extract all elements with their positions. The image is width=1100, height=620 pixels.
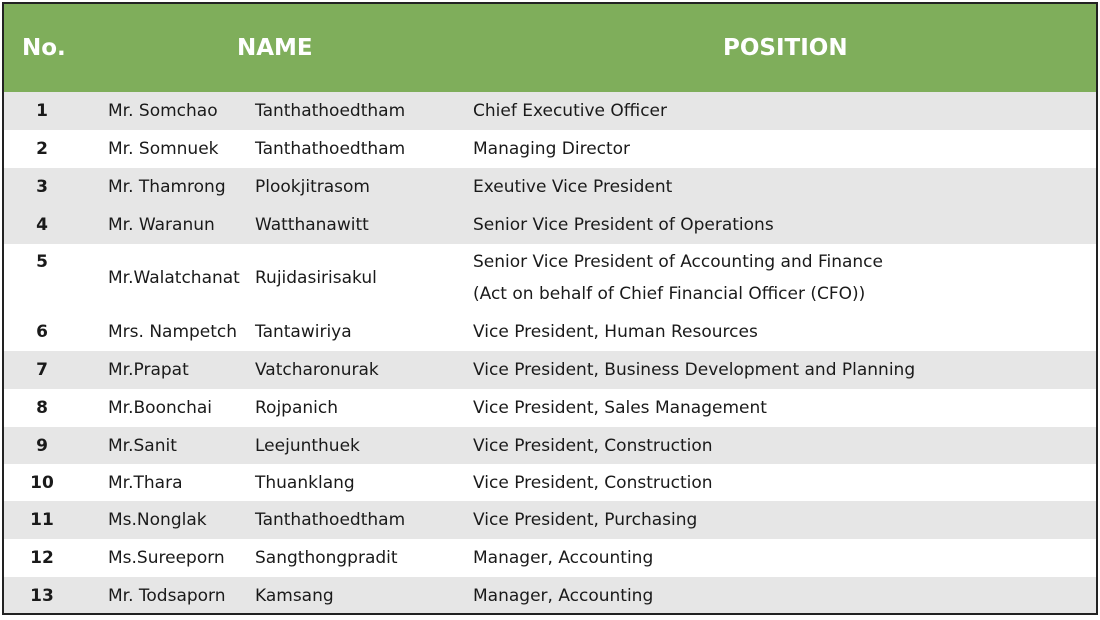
table-row: 11 Ms.Nonglak Tanthathoedtham Vice Presi…	[4, 501, 1096, 539]
row-number: 7	[36, 360, 48, 380]
last-name: Kamsang	[255, 586, 334, 606]
position: Vice President, Construction	[473, 473, 713, 493]
table-header: No. NAME POSITION	[4, 4, 1096, 92]
header-name: NAME	[237, 35, 313, 61]
table-row: 2 Mr. Somnuek Tanthathoedtham Managing D…	[4, 130, 1096, 168]
position: Vice President, Purchasing	[473, 510, 698, 530]
position: Managing Director	[473, 139, 631, 159]
last-name: Thuanklang	[255, 473, 355, 493]
last-name: Watthanawitt	[255, 215, 369, 235]
row-number: 10	[30, 473, 54, 493]
first-name: Mr.Walatchanat	[108, 268, 240, 288]
row-number: 3	[36, 177, 48, 197]
table-row: 3 Mr. Thamrong Plookjitrasom Exeutive Vi…	[4, 168, 1096, 206]
row-number: 11	[30, 510, 54, 530]
first-name: Mr.Boonchai	[108, 398, 213, 418]
position: Vice President, Business Development and…	[473, 360, 916, 380]
position: Chief Executive Officer	[473, 101, 667, 121]
first-name: Mr. Todsaporn	[108, 586, 226, 606]
last-name: Tanthathoedtham	[255, 510, 406, 530]
first-name: Mr. Somnuek	[108, 139, 219, 159]
first-name: Mr.Prapat	[108, 360, 189, 380]
row-number: 1	[36, 101, 48, 121]
first-name: Ms.Sureeporn	[108, 548, 225, 568]
position: Senior Vice President of Accounting and …	[473, 252, 883, 272]
first-name: Mr. Thamrong	[108, 177, 226, 197]
header-position: POSITION	[723, 35, 848, 61]
table-row: 7 Mr.Prapat Vatcharonurak Vice President…	[4, 351, 1096, 389]
table-row: 13 Mr. Todsaporn Kamsang Manager, Accoun…	[4, 577, 1096, 613]
last-name: Plookjitrasom	[255, 177, 370, 197]
last-name: Tantawiriya	[255, 322, 352, 342]
last-name: Leejunthuek	[255, 436, 360, 456]
position: Senior Vice President of Operations	[473, 215, 774, 235]
first-name: Ms.Nonglak	[108, 510, 207, 530]
last-name: Vatcharonurak	[255, 360, 379, 380]
row-number: 2	[36, 139, 48, 159]
first-name: Mr.Thara	[108, 473, 183, 493]
position: Manager, Accounting	[473, 586, 654, 606]
table-row: 1 Mr. Somchao Tanthathoedtham Chief Exec…	[4, 92, 1096, 130]
first-name: Mr. Waranun	[108, 215, 215, 235]
table-body: 1 Mr. Somchao Tanthathoedtham Chief Exec…	[4, 92, 1096, 613]
table-row: 9 Mr.Sanit Leejunthuek Vice President, C…	[4, 427, 1096, 464]
last-name: Tanthathoedtham	[255, 101, 406, 121]
first-name: Mr.Sanit	[108, 436, 177, 456]
first-name: Mrs. Nampetch	[108, 322, 238, 342]
row-number: 4	[36, 215, 48, 235]
table-row: 8 Mr.Boonchai Rojpanich Vice President, …	[4, 389, 1096, 427]
row-number: 5	[36, 252, 48, 272]
table-row: 4 Mr. Waranun Watthanawitt Senior Vice P…	[4, 206, 1096, 244]
position: Vice President, Construction	[473, 436, 713, 456]
last-name: Sangthongpradit	[255, 548, 398, 568]
table-row: 6 Mrs. Nampetch Tantawiriya Vice Preside…	[4, 313, 1096, 351]
last-name: Rojpanich	[255, 398, 338, 418]
row-number: 9	[36, 436, 48, 456]
position: Exeutive Vice President	[473, 177, 673, 197]
last-name: Tanthathoedtham	[255, 139, 406, 159]
row-number: 12	[30, 548, 54, 568]
row-number: 13	[30, 586, 54, 606]
position-note: (Act on behalf of Chief Financial Office…	[473, 284, 866, 304]
row-number: 6	[36, 322, 48, 342]
first-name: Mr. Somchao	[108, 101, 218, 121]
position: Manager, Accounting	[473, 548, 654, 568]
table-row: 12 Ms.Sureeporn Sangthongpradit Manager,…	[4, 539, 1096, 577]
position: Vice President, Sales Management	[473, 398, 767, 418]
last-name: Rujidasirisakul	[255, 268, 377, 288]
table-row: 10 Mr.Thara Thuanklang Vice President, C…	[4, 464, 1096, 501]
position: Vice President, Human Resources	[473, 322, 758, 342]
row-number: 8	[36, 398, 48, 418]
table-row: 5 Mr.Walatchanat Rujidasirisakul Senior …	[4, 244, 1096, 313]
header-no: No.	[22, 35, 66, 61]
